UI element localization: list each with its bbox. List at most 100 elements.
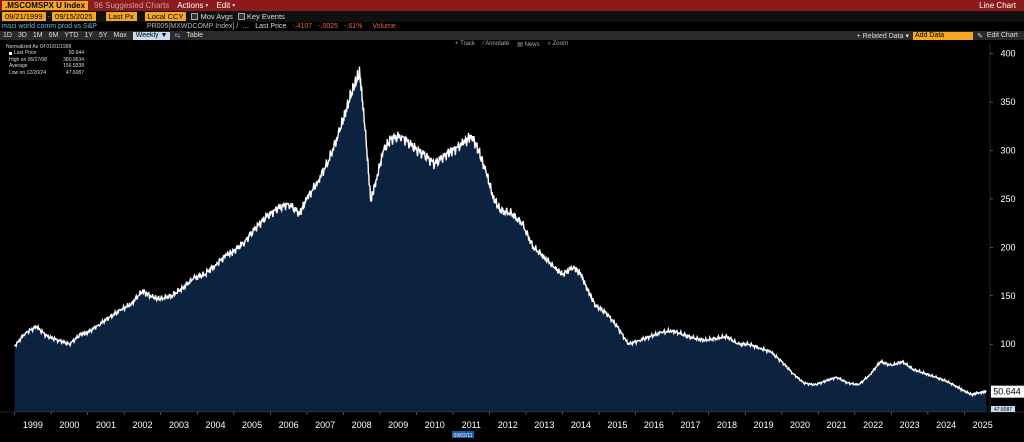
add-data-field[interactable]: Add Data [913,31,973,40]
track-tool[interactable]: + Track [455,41,475,47]
stats-low-value: 47.6087 [65,69,84,76]
x-tick-label-26: 2025 [973,420,993,430]
series-line [14,66,987,398]
annotate-label: Annotate [485,41,510,47]
min-value-label: 47.6087 [994,407,1012,413]
volume-label: Volume [372,23,396,30]
mov-avgs-toggle[interactable]: Mov Avgs [191,12,233,21]
ticker-field[interactable]: .MSCOMSPX U Index [2,1,89,10]
x-tick-label-19: 2018 [717,420,737,430]
legend-dots: … [242,23,250,30]
x-tick-label-8: 2007 [315,420,335,430]
last-price-value: -.4107 [292,23,313,30]
legend-bar: msci world comm prod vs S&P PR005[MXWDCO… [0,22,1024,31]
price-field-select[interactable]: Last Px [105,12,137,21]
range-5y[interactable]: 5Y [98,32,108,39]
y-axis-labels: 100 150 200 250 300 350 400 [990,49,1016,349]
stats-high-value: 380.9634 [63,56,84,63]
x-tick-label-7: 2006 [279,420,299,430]
edit-label: Edit [216,1,231,10]
range-max[interactable]: Max [113,32,127,39]
x-tick-label-17: 2016 [644,420,664,430]
table-toggle-icon[interactable]: ⇆ [174,32,181,40]
range-bar: 1D 3D 1M 6M YTD 1Y 5Y Max Weekly ▼ ⇆ Tab… [0,31,1024,40]
x-tick-label-3: 2002 [132,420,152,430]
x-tick-label-5: 2004 [206,420,226,430]
range-ytd[interactable]: YTD [64,32,79,39]
checkbox-icon [191,13,199,20]
last-value-tag: 50.644 [991,385,1024,398]
change-value: -.0025 [318,23,339,30]
x-tick-label-18: 2017 [680,420,700,430]
news-label: News [524,42,540,48]
track-label: Track [460,41,475,47]
y-tick-label-2: 200 [1000,242,1015,252]
date-marker-label: 09/02/11 [453,433,472,439]
series-swatch-icon [9,52,12,56]
series-area [14,66,987,412]
x-tick-label-0: 1999 [23,420,43,430]
start-date-field[interactable]: 09/21/1999 [2,12,46,21]
x-tick-label-15: 2014 [571,420,591,430]
range-3d[interactable]: 3D [17,32,27,39]
x-tick-label-24: 2023 [900,420,920,430]
x-tick-label-2: 2001 [96,420,116,430]
news-tool[interactable]: ▤ News [517,42,540,48]
x-tick-label-12: 2011 [462,420,481,430]
range-1m[interactable]: 1M [32,32,43,39]
actions-label: Actions [177,1,204,10]
chevron-down-icon: ▾ [205,3,209,9]
range-bar-right: + Related Data ▾ Add Data ✎ Edit Chart [856,31,1018,40]
x-tick-label-13: 2012 [498,420,518,430]
suggested-charts-link[interactable]: 96 Suggested Charts [94,1,170,10]
actions-menu[interactable]: Actions ▾ [177,1,208,10]
stats-box: Normalized As Of 01/01/1999 Last Price 5… [6,44,84,77]
stats-row-low: Low on 12/20/24 47.6087 [6,70,84,76]
stats-avg-label: Average [9,63,28,70]
x-tick-label-10: 2009 [388,420,408,430]
end-date-field[interactable]: 09/15/2025 [52,12,96,21]
related-data-button[interactable]: + Related Data ▾ [856,32,909,40]
y-tick-label-3: 250 [1000,194,1015,204]
annotate-tool[interactable]: ⁄ Annotate [482,41,510,47]
min-value-box [991,406,1015,412]
x-tick-label-20: 2019 [753,420,773,430]
zoom-label: Zoom [552,41,568,47]
last-price-label: Last Price [255,23,287,30]
x-tick-label-14: 2013 [534,420,554,430]
edit-menu[interactable]: Edit ▾ [216,1,235,10]
range-1y[interactable]: 1Y [84,32,93,39]
y-tick-label-4: 300 [1000,146,1015,156]
y-tick-label-6: 400 [1000,49,1015,59]
x-tick-label-9: 2008 [352,420,372,430]
range-1d[interactable]: 1D [3,32,12,39]
controls-bar: 09/21/1999 - 09/15/2025 Last Px Local CC… [0,11,1024,22]
frequency-select[interactable]: Weekly ▼ [132,31,171,40]
stats-row-last: Last Price 50.644 [6,50,84,56]
edit-chart-button[interactable]: Edit Chart [986,32,1018,39]
range-6m[interactable]: 6M [48,32,59,39]
x-tick-label-1: 2000 [59,420,79,430]
index-description: PR005[MXWDCOMP Index] / [146,23,239,30]
chart-type-title: Line Chart [979,1,1016,10]
chevron-down-icon: ▾ [232,3,236,9]
x-tick-label-16: 2015 [607,420,627,430]
key-events-toggle[interactable]: Key Events [237,12,285,21]
stats-avg-value: 156.9338 [63,63,84,70]
last-value-label: 50.644 [993,387,1021,397]
y-tick-label-1: 150 [1000,291,1015,301]
stats-low-label: Low on 12/20/24 [9,69,46,76]
zoom-tool[interactable]: ⌕ Zoom [547,41,568,47]
chart-tools: + Track ⁄ Annotate ▤ News ⌕ Zoom [455,41,568,48]
y-tick-label-5: 350 [1000,97,1015,107]
pencil-icon[interactable]: ✎ [977,32,983,40]
mov-avgs-label: Mov Avgs [200,12,233,21]
x-tick-label-21: 2020 [790,420,810,430]
top-toolbar: .MSCOMSPX U Index 96 Suggested Charts Ac… [0,0,1024,11]
currency-select[interactable]: Local CCY [144,12,187,21]
stats-high-label: High on 06/27/08 [9,56,48,63]
x-tick-label-4: 2003 [169,420,189,430]
stats-title: Normalized As Of 01/01/1999 [6,44,72,50]
table-button[interactable]: Table [186,32,204,39]
